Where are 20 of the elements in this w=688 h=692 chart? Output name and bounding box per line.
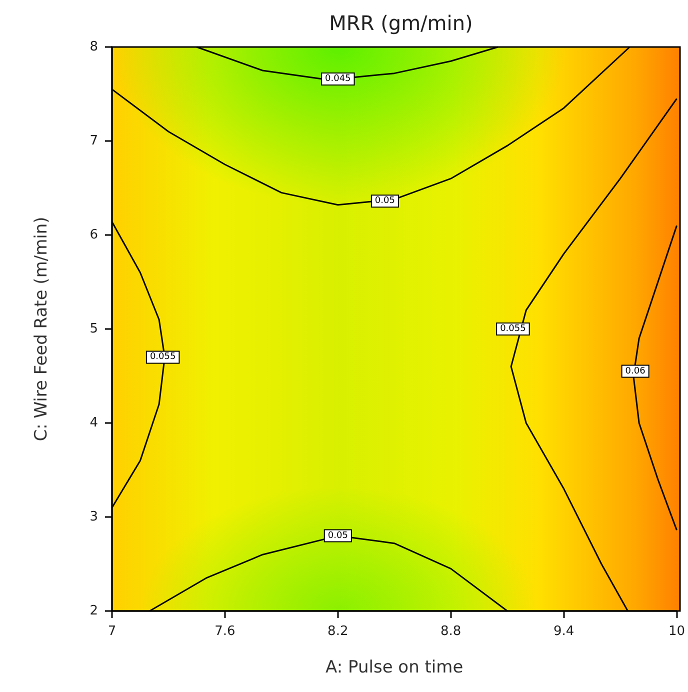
- x-tick-label: 10: [668, 624, 685, 639]
- chart-title: MRR (gm/min): [329, 11, 473, 35]
- x-tick-label: 8.2: [328, 624, 348, 639]
- annotation: 0.045: [325, 74, 351, 84]
- y-tick-label: 6: [90, 228, 98, 242]
- annotation: 0.06: [625, 366, 646, 376]
- y-tick-label: 2: [90, 604, 98, 618]
- x-tick-label: 7: [108, 624, 116, 639]
- x-axis-title: A: Pulse on time: [326, 658, 464, 678]
- annotation: 0.055: [500, 324, 526, 334]
- annotation: 0.05: [374, 196, 395, 206]
- y-axis-title: C: Wire Feed Rate (m/min): [32, 216, 52, 442]
- y-tick-label: 8: [90, 40, 98, 54]
- y-tick-label: 4: [90, 416, 98, 430]
- y-tick-label: 3: [90, 510, 98, 524]
- x-tick-label: 7.6: [214, 624, 236, 639]
- x-tick-label: 8.8: [440, 624, 462, 639]
- y-tick-label: 5: [90, 322, 98, 336]
- x-tick-label: 9.4: [553, 624, 574, 639]
- y-tick-label: 7: [90, 134, 98, 148]
